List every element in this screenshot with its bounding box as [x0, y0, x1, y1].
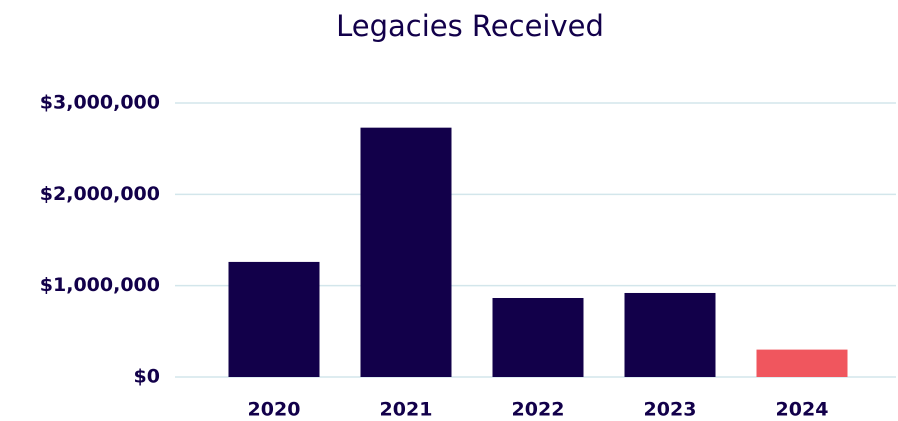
- x-tick-label: 2023: [644, 399, 697, 421]
- bar: [492, 297, 584, 377]
- y-tick-label: $0: [134, 366, 160, 388]
- bar: [624, 292, 716, 377]
- x-tick-label: 2024: [776, 399, 829, 421]
- y-tick-label: $1,000,000: [40, 274, 160, 296]
- bar: [756, 349, 848, 377]
- x-tick-label: 2020: [248, 399, 301, 421]
- y-tick-label: $3,000,000: [40, 92, 160, 114]
- x-tick-label: 2022: [512, 399, 565, 421]
- bar: [360, 127, 452, 377]
- bar: [228, 261, 320, 377]
- y-tick-label: $2,000,000: [40, 183, 160, 205]
- x-tick-label: 2021: [380, 399, 433, 421]
- chart-title: Legacies Received: [336, 9, 604, 43]
